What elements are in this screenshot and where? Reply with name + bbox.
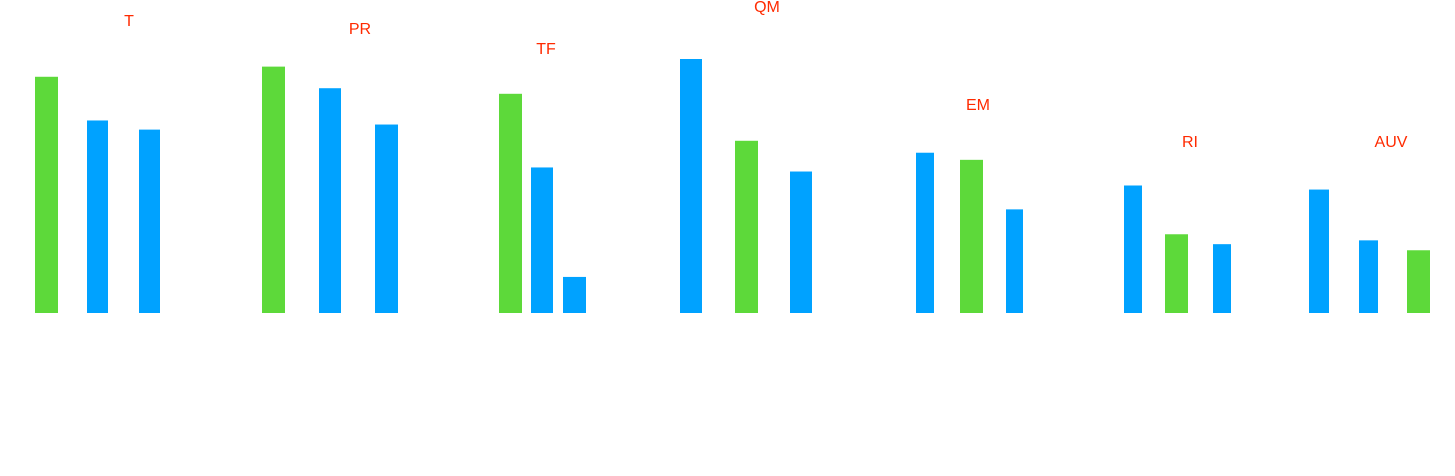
bar-qm-1 (680, 59, 702, 313)
bar-t-1 (35, 76, 58, 313)
bar-em-2 (960, 159, 983, 313)
bar-auv-3 (1407, 250, 1430, 313)
bar-em-1 (916, 152, 934, 313)
bar-tf-2 (531, 167, 553, 313)
group-labels-layer: T PR TF QM EM RI AUV (124, 0, 1408, 151)
bar-t-2 (87, 120, 108, 313)
bar-qm-2 (735, 140, 758, 313)
bar-t-3 (139, 129, 160, 313)
bar-ri-2 (1165, 234, 1188, 313)
bar-pr-2 (319, 88, 341, 314)
bar-auv-1 (1309, 189, 1329, 313)
group-label-ri: RI (1182, 134, 1198, 151)
bar-ri-3 (1213, 244, 1231, 313)
bar-tf-3 (563, 276, 586, 313)
bar-auv-2 (1359, 240, 1378, 313)
group-label-qm: QM (754, 0, 780, 16)
group-label-t: T (124, 13, 134, 30)
group-label-em: EM (966, 97, 990, 114)
bar-pr-3 (375, 124, 398, 313)
group-label-tf: TF (536, 41, 556, 58)
bar-em-3 (1006, 209, 1023, 313)
bar-ri-1 (1124, 185, 1142, 313)
bar-tf-1 (499, 93, 522, 313)
group-label-auv: AUV (1375, 134, 1408, 151)
bar-pr-1 (262, 66, 285, 314)
bars-layer (35, 59, 1430, 314)
group-label-pr: PR (349, 21, 371, 38)
bar-qm-3 (790, 171, 812, 313)
